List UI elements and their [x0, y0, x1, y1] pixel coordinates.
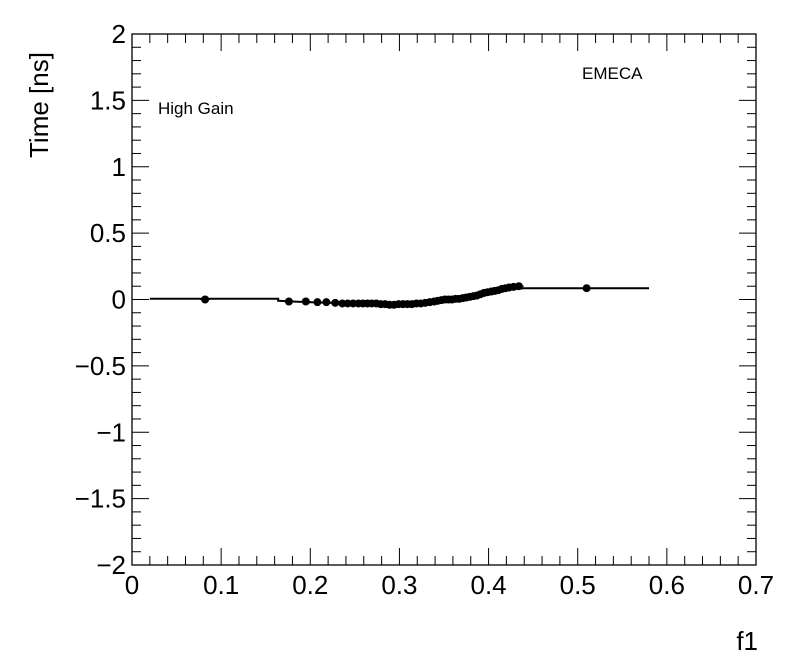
data-point — [331, 298, 340, 307]
x-tick-label: 0.4 — [470, 570, 506, 600]
y-tick-label: −2 — [96, 550, 126, 580]
data-point — [313, 298, 322, 307]
y-tick-label: 2 — [112, 19, 126, 49]
x-axis-title: f1 — [736, 626, 758, 656]
x-tick-label: 0.3 — [381, 570, 417, 600]
y-tick-label: 1 — [112, 152, 126, 182]
x-tick-label: 0.2 — [292, 570, 328, 600]
data-point — [582, 284, 591, 293]
y-tick-label: −1 — [96, 417, 126, 447]
y-tick-label: 0 — [112, 285, 126, 315]
x-tick-label: 0.1 — [203, 570, 239, 600]
y-tick-label: −1.5 — [75, 484, 126, 514]
axis-ticks — [131, 33, 757, 566]
y-tick-labels: −2 −1.5 −1 −0.5 0 0.5 1 1.5 2 — [75, 19, 126, 580]
x-tick-label: 0 — [125, 570, 139, 600]
data-points — [200, 282, 592, 309]
y-tick-label: 1.5 — [90, 85, 126, 115]
y-axis-title: Time [ns] — [24, 52, 54, 158]
x-tick-label: 0.6 — [649, 570, 685, 600]
x-tick-labels: 0 0.1 0.2 0.3 0.4 0.5 0.6 0.7 — [125, 570, 774, 600]
x-tick-label: 0.5 — [560, 570, 596, 600]
data-point — [514, 282, 523, 291]
annotation-high-gain: High Gain — [158, 99, 234, 118]
annotation-emeca: EMECA — [582, 64, 643, 83]
y-tick-label: 0.5 — [90, 218, 126, 248]
data-point — [301, 297, 310, 306]
x-tick-label: 0.7 — [738, 570, 774, 600]
data-point — [322, 298, 331, 307]
data-point — [201, 295, 210, 304]
data-point — [284, 297, 293, 306]
y-tick-label: −0.5 — [75, 351, 126, 381]
